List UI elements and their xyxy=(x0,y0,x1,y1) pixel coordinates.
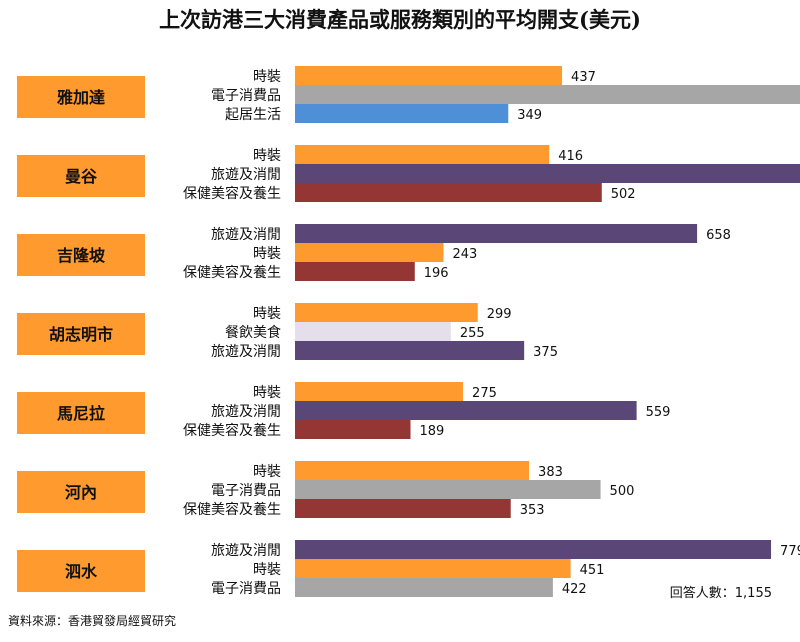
category-label: 保健美容及養生 xyxy=(183,264,281,281)
city-box xyxy=(17,550,145,592)
bar xyxy=(295,322,451,341)
data-label: 383 xyxy=(538,465,563,480)
category-label: 時裝 xyxy=(253,148,281,164)
data-label: 502 xyxy=(611,187,636,202)
bar xyxy=(295,145,550,164)
bar xyxy=(295,66,563,85)
source-note: 資料來源：香港貿發局經貿研究 xyxy=(8,614,177,628)
bar xyxy=(295,401,637,420)
bar xyxy=(295,164,800,183)
city-box xyxy=(17,471,145,513)
data-label: 451 xyxy=(580,563,605,578)
data-label: 779 xyxy=(780,544,800,559)
bar xyxy=(295,559,571,578)
city-label: 雅加達 xyxy=(56,88,105,107)
city-label: 吉隆坡 xyxy=(57,246,106,265)
city-label: 胡志明市 xyxy=(49,325,113,344)
bar xyxy=(295,303,478,322)
category-label: 餐飲美食 xyxy=(225,324,281,341)
category-label: 時裝 xyxy=(253,562,281,578)
data-label: 353 xyxy=(520,503,545,518)
bar xyxy=(295,85,800,104)
city-label: 馬尼拉 xyxy=(57,404,105,423)
data-label: 437 xyxy=(571,70,596,85)
city-label: 曼谷 xyxy=(65,167,98,186)
respondents-note: 回答人數：1,155 xyxy=(669,586,772,601)
bar xyxy=(295,104,509,123)
data-label: 189 xyxy=(420,424,445,439)
bar xyxy=(295,461,530,480)
data-label: 559 xyxy=(646,405,671,420)
category-label: 保健美容及養生 xyxy=(183,185,281,202)
data-label: 196 xyxy=(424,266,449,281)
bar xyxy=(295,480,601,499)
category-label: 電子消費品 xyxy=(211,483,281,499)
bar xyxy=(295,341,525,360)
category-label: 旅遊及消閒 xyxy=(211,344,281,360)
data-label: 500 xyxy=(610,484,635,499)
bar xyxy=(295,262,415,281)
data-label: 422 xyxy=(562,582,587,597)
data-label: 349 xyxy=(517,108,542,123)
category-label: 旅遊及消閒 xyxy=(211,404,281,420)
bar xyxy=(295,243,444,262)
category-label: 保健美容及養生 xyxy=(183,501,281,518)
data-label: 243 xyxy=(453,247,478,262)
category-label: 時裝 xyxy=(253,69,281,85)
bar xyxy=(295,499,511,518)
category-label: 起居生活 xyxy=(225,107,281,123)
category-label: 時裝 xyxy=(253,385,281,401)
category-label: 保健美容及養生 xyxy=(183,422,281,439)
data-label: 275 xyxy=(472,386,497,401)
bar xyxy=(295,420,411,439)
city-box xyxy=(17,392,145,434)
data-label: 375 xyxy=(533,345,558,360)
category-label: 時裝 xyxy=(253,306,281,322)
data-label: 658 xyxy=(706,228,731,243)
city-box xyxy=(17,234,145,276)
bar xyxy=(295,224,698,243)
category-label: 旅遊及消閒 xyxy=(211,167,281,183)
category-label: 旅遊及消閒 xyxy=(211,543,281,559)
category-label: 電子消費品 xyxy=(211,581,281,597)
city-box xyxy=(17,76,145,118)
category-label: 旅遊及消閒 xyxy=(211,227,281,243)
category-label: 時裝 xyxy=(253,246,281,262)
city-box xyxy=(17,313,145,355)
bar xyxy=(295,540,772,559)
city-label: 河內 xyxy=(65,483,97,502)
bar xyxy=(295,578,553,597)
city-box xyxy=(17,155,145,197)
city-label: 泗水 xyxy=(65,562,98,581)
category-label: 時裝 xyxy=(253,464,281,480)
data-label: 299 xyxy=(487,307,512,322)
data-label: 416 xyxy=(558,149,583,164)
chart-title: 上次訪港三大消費產品或服務類別的平均開支(美元) xyxy=(159,7,641,32)
bar xyxy=(295,382,464,401)
category-label: 電子消費品 xyxy=(211,88,281,104)
data-label: 255 xyxy=(460,326,485,341)
bar xyxy=(295,183,602,202)
